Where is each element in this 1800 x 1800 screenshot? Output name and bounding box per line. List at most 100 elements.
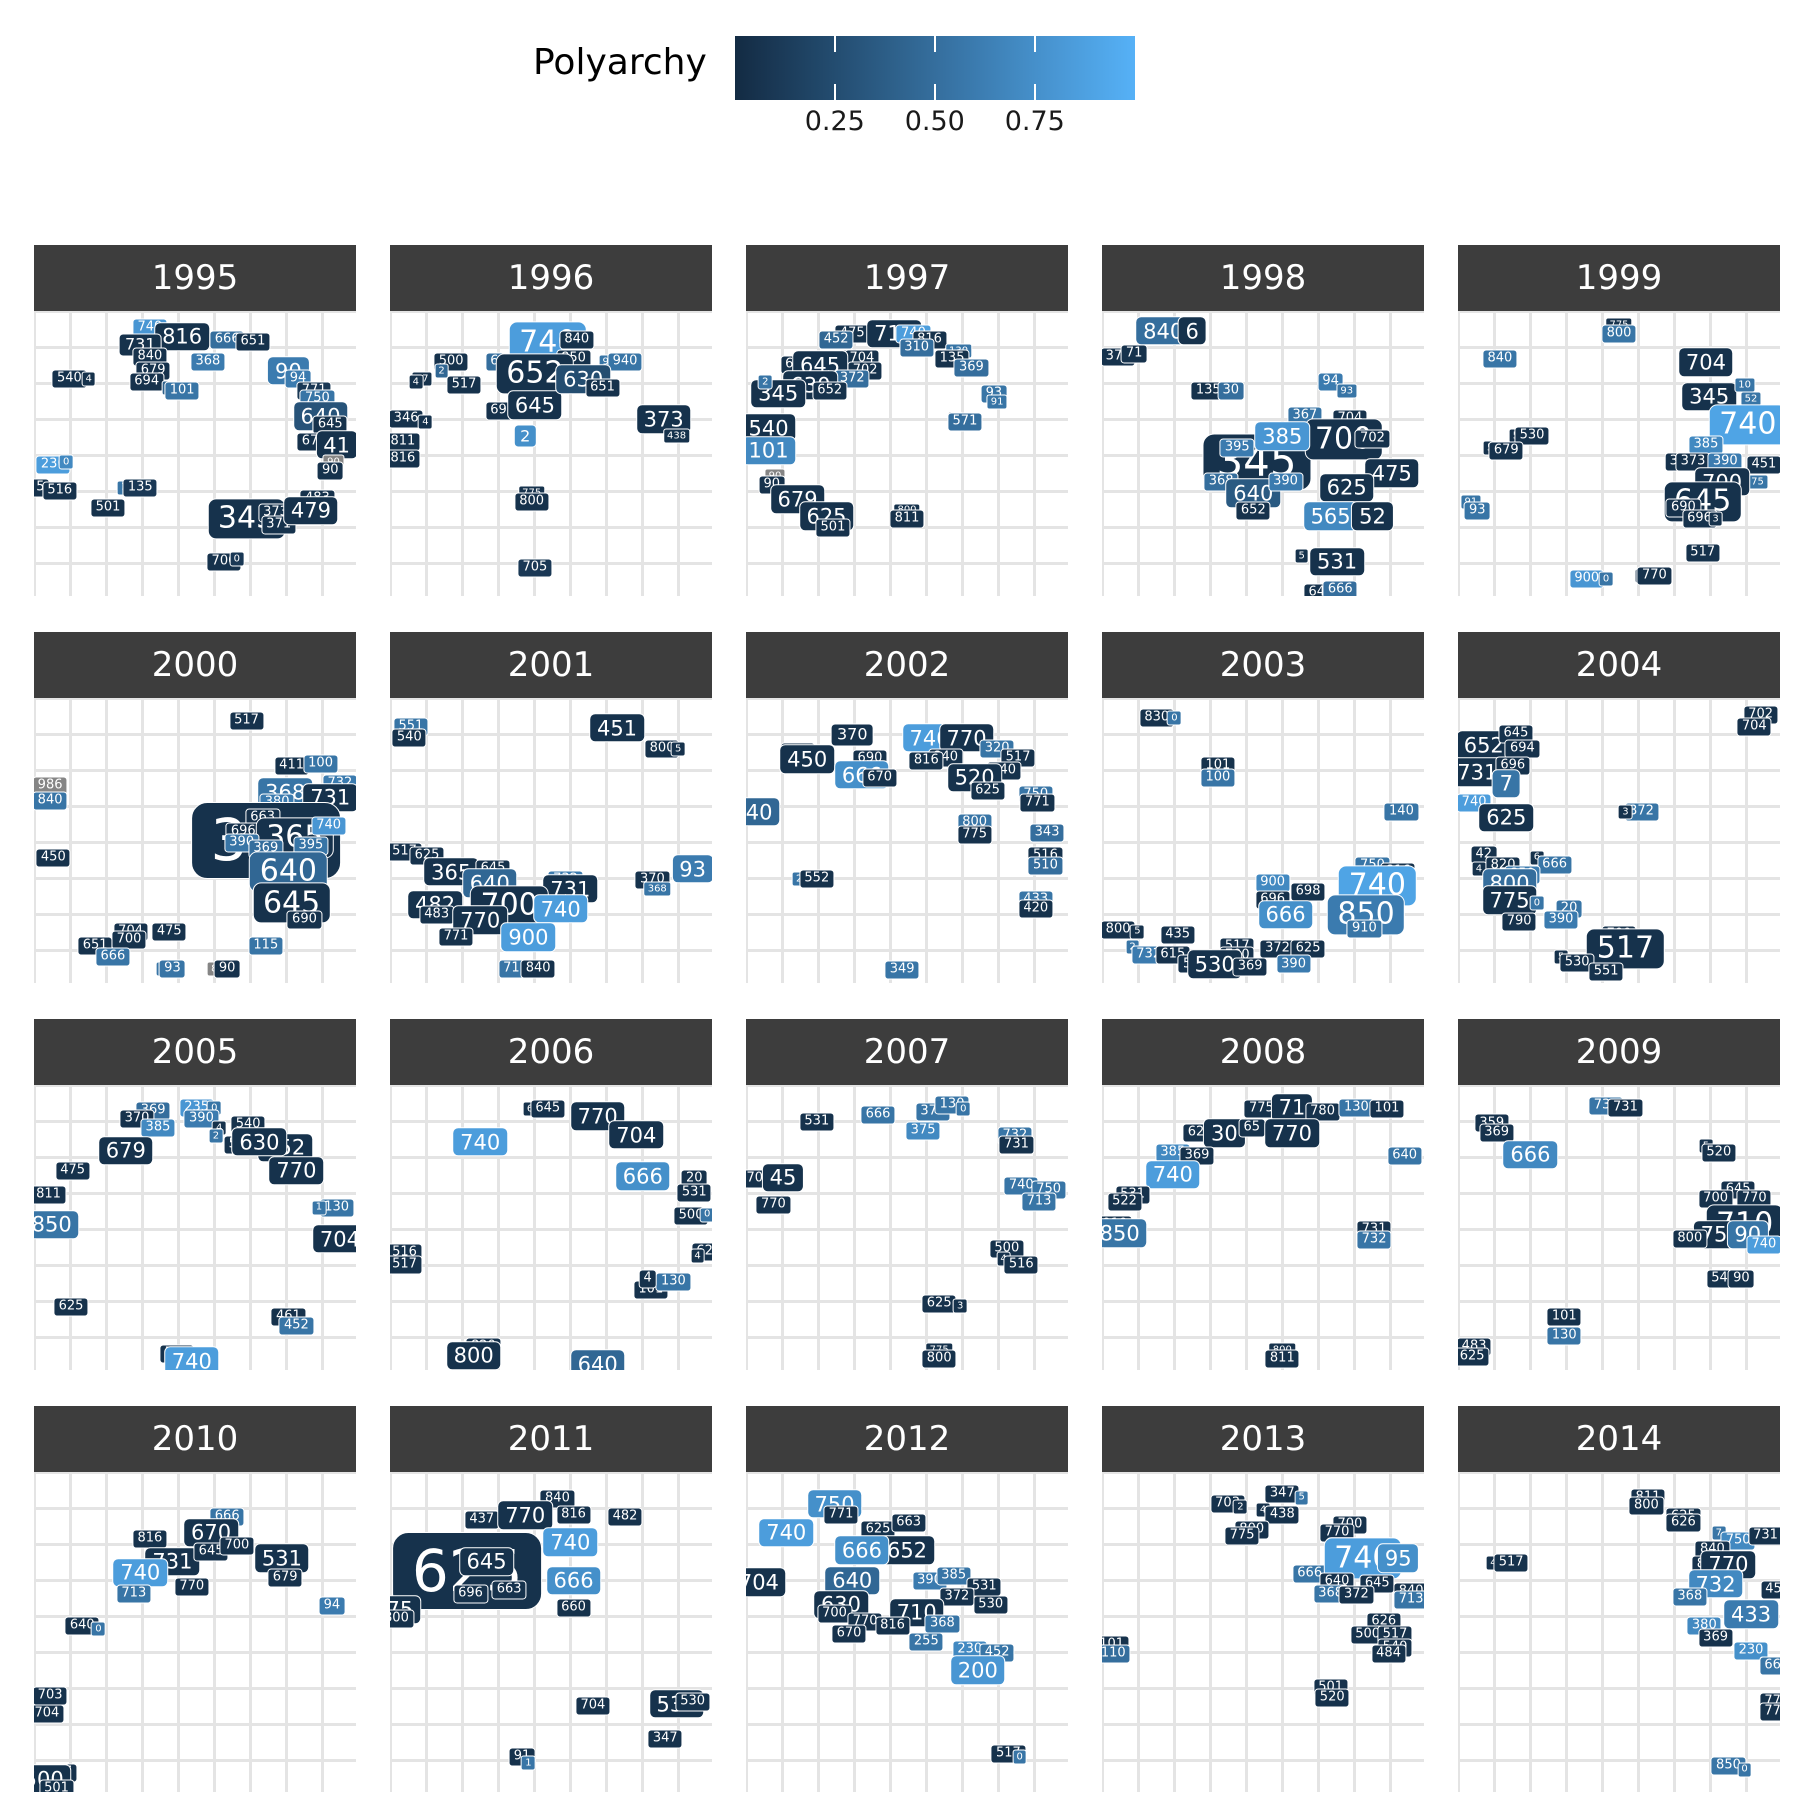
country-label: 100: [303, 754, 339, 774]
country-label: 850: [1102, 1218, 1148, 1248]
country-label: 840: [559, 330, 595, 349]
country-label: 666: [1537, 855, 1573, 875]
country-label: 645: [1498, 724, 1534, 744]
country-label: 347: [647, 1729, 683, 1749]
country-label: 800: [1628, 1496, 1664, 1516]
country-label: 740: [311, 816, 347, 836]
country-label: 200: [950, 1655, 1006, 1686]
country-label: 652: [1235, 501, 1271, 520]
country-label: 530: [1514, 426, 1550, 446]
country-label: 531: [799, 1112, 835, 1132]
country-label: 704: [746, 1567, 787, 1598]
country-label: 93: [1336, 383, 1358, 399]
facet-plot-panel: 5179868404111003687327313803456636963657…: [34, 698, 356, 983]
country-label: 41: [315, 430, 356, 460]
country-label: 705: [517, 558, 553, 577]
country-label: 110: [1102, 1644, 1131, 1664]
country-label: 395: [293, 836, 329, 856]
country-label: 368: [1672, 1587, 1708, 1607]
facet-plot-panel: 4754527107408163107007047026906453726306…: [746, 311, 1068, 596]
facet-year-header: 2012: [746, 1406, 1068, 1472]
country-label: 451: [589, 713, 645, 743]
legend-tick-label: 0.25: [804, 106, 865, 137]
country-label: 740: [1708, 404, 1780, 446]
country-label: 740: [758, 1518, 815, 1548]
facet-year-header: 2014: [1458, 1406, 1780, 1472]
color-legend: Polyarchy 0.25 0.50 0.75: [533, 28, 1135, 138]
country-label: 385: [1688, 435, 1724, 455]
country-label: 811: [889, 509, 925, 529]
facet-plot-panel: 3693702350390385425055406526307706794758…: [34, 1085, 356, 1370]
country-label: 660: [555, 1598, 592, 1618]
facet-year-header: 2001: [390, 632, 712, 698]
country-label: 369: [1232, 957, 1268, 977]
country-label: 375: [905, 1121, 941, 1141]
country-label: 666: [1759, 1656, 1780, 1676]
facet-year-header: 2003: [1102, 632, 1424, 698]
country-label: 483: [419, 905, 455, 925]
country-label: 740: [542, 1527, 599, 1558]
facet-plot-panel: 652 645 694 731 696 7 740 625 372 3 702 704 42 4 820 66…: [1458, 698, 1780, 983]
country-label: 230: [952, 1640, 988, 1660]
country-label: 840: [1482, 349, 1518, 369]
facet-2002: 2002370451450690666670740770840816320517…: [746, 632, 1068, 983]
facet-year-header: 1999: [1458, 245, 1780, 311]
country-label: 385: [936, 1566, 972, 1586]
country-label: 91: [986, 394, 1008, 410]
country-label: 666: [834, 1535, 890, 1566]
facet-year-header: 2008: [1102, 1019, 1424, 1085]
country-label: 501: [815, 518, 851, 538]
country-label: 679: [1488, 441, 1524, 461]
country-label: 625: [53, 1297, 89, 1317]
country-label: 5: [1130, 924, 1145, 940]
country-label: 101: [1546, 1307, 1582, 1327]
facet-plot-panel: 5316663721300375732731700457707407507135…: [746, 1085, 1068, 1370]
country-label: 135: [122, 478, 158, 498]
country-label: 1: [521, 1755, 536, 1771]
facet-year-header: 2004: [1458, 632, 1780, 698]
country-label: 800: [514, 492, 550, 512]
facet-plot-panel: 7408167316666518403686796941101540490947…: [34, 311, 356, 596]
country-label: 780: [1304, 1102, 1341, 1122]
country-label: 775: [957, 825, 993, 845]
country-label: 130: [319, 1198, 355, 1218]
country-label: 840: [34, 791, 68, 811]
country-label: 52: [1351, 501, 1394, 531]
country-label: 5: [1294, 548, 1309, 564]
facet-plot-panel: 7507717406256636526667046403903855316303…: [746, 1472, 1068, 1792]
country-label: 500: [1350, 1625, 1386, 1645]
facet-2010: 2010 666 670 816 731 645 700 531 679 740 713 770 94 6…: [34, 1406, 356, 1792]
country-label: 565: [1302, 501, 1359, 531]
country-label: 368: [924, 1614, 960, 1634]
facet-year-header: 1998: [1102, 245, 1424, 311]
facet-2000: 2000517986840411100368732731380345663696…: [34, 632, 356, 983]
country-label: 130: [1546, 1326, 1582, 1346]
country-label: 651: [235, 332, 271, 352]
country-label: 670: [862, 768, 898, 788]
country-label: 517: [390, 1255, 423, 1275]
country-label: 0: [229, 551, 245, 567]
country-label: 0: [91, 1621, 106, 1637]
country-label: 713: [1021, 1192, 1057, 1212]
facet-year-header: 2000: [34, 632, 356, 698]
country-label: 775: [1759, 1702, 1780, 1722]
country-label: 704: [608, 1120, 665, 1150]
country-label: 704: [575, 1696, 611, 1716]
country-label: 625: [1458, 1347, 1490, 1367]
country-label: 645: [458, 1546, 515, 1577]
country-label: 94: [318, 1596, 346, 1616]
country-label: 4: [690, 1248, 705, 1264]
country-label: 740: [112, 1558, 169, 1588]
country-label: 552: [799, 869, 835, 889]
country-label: 5: [1294, 1490, 1309, 1506]
facet-2001: 2001551540451800551762536564564073273148…: [390, 632, 712, 983]
country-label: 411: [274, 756, 310, 776]
country-label: 435: [1160, 925, 1196, 945]
country-label: 770: [174, 1577, 210, 1597]
facet-year-header: 2006: [390, 1019, 712, 1085]
country-label: 703: [34, 1686, 68, 1706]
country-label: 475: [1364, 458, 1420, 489]
legend-gradient: 0.25 0.50 0.75: [734, 28, 1135, 138]
facet-2007: 2007531666372130037573273170045770740750…: [746, 1019, 1068, 1370]
country-label: 531: [1309, 547, 1365, 577]
